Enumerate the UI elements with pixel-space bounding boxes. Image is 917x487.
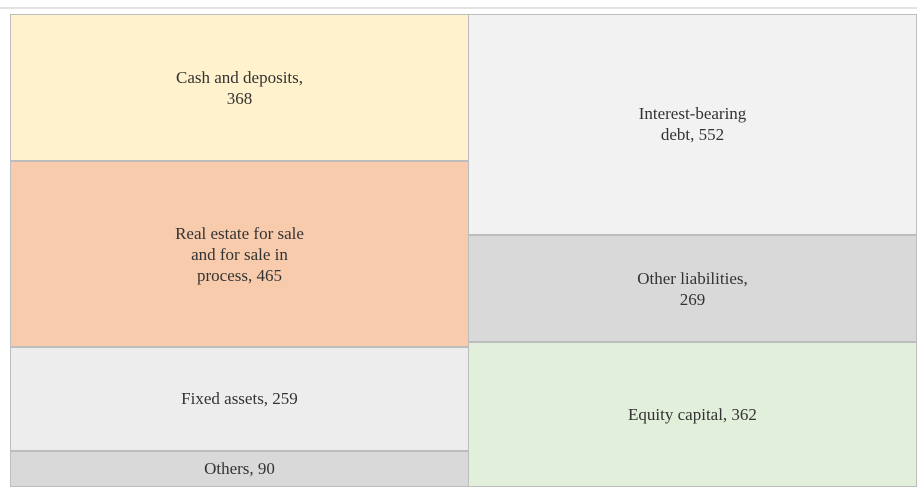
segment: Equity capital, 362 bbox=[468, 342, 917, 487]
segment: Interest-bearing debt, 552 bbox=[468, 14, 917, 235]
segment: Others, 90 bbox=[10, 450, 469, 487]
segment-label: Real estate for sale and for sale in pro… bbox=[175, 223, 304, 285]
segment-label: Other liabilities, 269 bbox=[637, 268, 748, 309]
segment-label: Cash and deposits, 368 bbox=[175, 67, 304, 108]
segment: Other liabilities, 269 bbox=[468, 234, 917, 343]
segment-label: Interest-bearing debt, 552 bbox=[638, 104, 747, 145]
segment: Fixed assets, 259 bbox=[10, 347, 469, 451]
segment: Real estate for sale and for sale in pro… bbox=[10, 161, 469, 348]
segment: Cash and deposits, 368 bbox=[10, 14, 469, 162]
segment-label: Others, 90 bbox=[204, 459, 275, 479]
top-rule bbox=[0, 7, 917, 9]
segment-label: Equity capital, 362 bbox=[628, 405, 757, 425]
segment-label: Fixed assets, 259 bbox=[181, 389, 298, 409]
